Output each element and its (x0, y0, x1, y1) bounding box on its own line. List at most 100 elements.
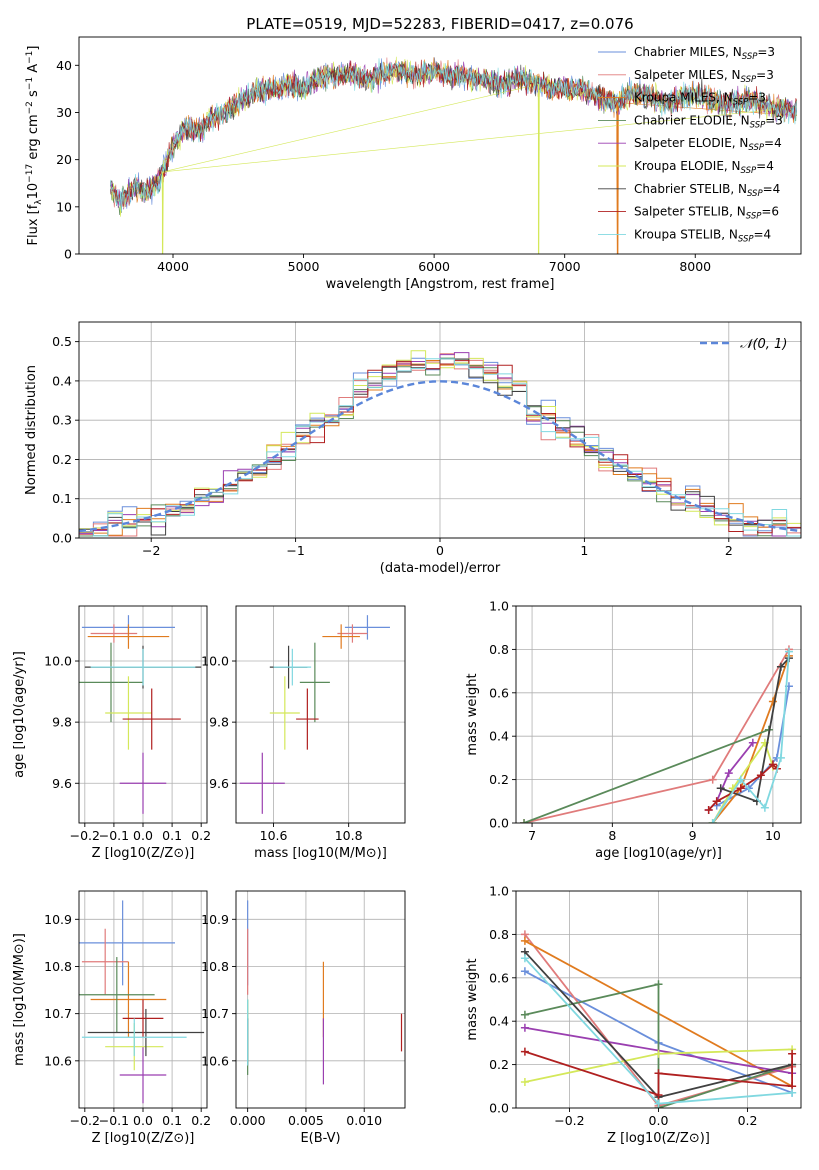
x-tick-label: 0.0 (649, 1113, 669, 1128)
legend-label-tail: =3 (748, 91, 766, 105)
axes-frame (235, 890, 406, 1109)
x-tick-label: 0.0 (133, 1113, 153, 1128)
y-tick-label: 40 (56, 58, 72, 73)
legend-label-sub: SSP (738, 234, 754, 244)
panel-residual_hist: −2 −1 0 1 2 0.0 0.1 0.2 0.3 0.4 0.5 𝒩(0, 1) (data-mo… (24, 321, 802, 576)
weight-marker-series-0 (520, 967, 529, 976)
weight-marker-series-8 (788, 1088, 797, 1097)
x-tick-label: 10.6 (260, 828, 288, 843)
legend-label-sub: SSP (746, 212, 762, 222)
plot-area (110, 56, 798, 254)
x-tick-label: 0.2 (191, 828, 211, 843)
weight-marker-series-5 (654, 1049, 663, 1058)
x-tick-label: 7 (528, 828, 536, 843)
legend-label-tail: =4 (763, 182, 781, 196)
y-tick-label: 10.9 (201, 912, 229, 927)
weight-marker-series-3 (654, 980, 663, 989)
weight-marker-series-8 (736, 775, 745, 784)
y-tick-label: 10.8 (201, 959, 229, 974)
legend-label: Kroupa ELODIE, NSSP=4 (634, 159, 774, 176)
panel-weight_vs_Z: −0.2 0.0 0.2 0.0 0.2 0.4 0.6 0.8 1.0 Z [log10(Z/Z… (465, 884, 802, 1146)
y-axis-label: age [log10(age/yr)] (12, 651, 27, 778)
y-tick-label: 0.3 (52, 413, 72, 428)
x-tick-label: 5000 (288, 259, 320, 274)
weight-marker-series-8 (654, 1099, 663, 1108)
legend-label-tail: =3 (765, 113, 783, 127)
x-tick-label: 10 (765, 828, 781, 843)
panel-age_vs_mass: 10.6 10.8 9.6 9.8 10.0 mass [log10(M/M⊙)] (201, 605, 406, 861)
x-axis-label: wavelength [Angstrom, rest frame] (326, 277, 555, 292)
y-axis-label: mass [log10(M/M⊙)] (12, 933, 27, 1066)
weight-marker-series-5 (520, 1077, 529, 1086)
weight-marker-series-1 (708, 775, 717, 784)
x-tick-label: −0.2 (70, 1113, 100, 1128)
y-tick-label: 0.4 (489, 1014, 509, 1029)
legend-label: 𝒩(0, 1) (740, 337, 787, 352)
weight-marker-series-8 (520, 954, 529, 963)
legend-label-sub: SSP (741, 75, 757, 85)
y-tick-label: 10.0 (44, 654, 72, 669)
legend-label-sub: SSP (741, 166, 757, 176)
weight-marker-series-7 (736, 784, 745, 793)
x-tick-label: 8 (608, 828, 616, 843)
weight-line-series-5 (711, 740, 774, 823)
legend-label-base: Kroupa MILES, N (634, 91, 733, 105)
y-tick-label: 0.2 (489, 1057, 509, 1072)
y-tick-label: 1.0 (489, 884, 509, 899)
plot-area (79, 350, 801, 538)
x-tick-label: −0.2 (70, 828, 100, 843)
legend-label-base: Salpeter STELIB, N (634, 205, 746, 219)
y-axis-label-part: Flux [f (26, 204, 41, 245)
x-axis-label: (data-model)/error (380, 561, 501, 576)
panel-age_vs_Z: −0.2−0.1 0.0 0.1 0.2 9.6 9.8 10.0 Z [log10(Z/Z⊙… (12, 605, 211, 861)
x-axis-label: E(B-V) (300, 1131, 340, 1146)
weight-marker-series-8 (760, 803, 769, 812)
legend-label-tail: =3 (757, 45, 775, 59)
plot-area (79, 615, 202, 814)
weight-marker-series-4 (520, 1023, 529, 1032)
legend-label: Salpeter MILES, NSSP=3 (634, 68, 774, 85)
x-axis-label: Z [log10(Z/Z⊙)] (92, 1131, 195, 1146)
y-tick-label: 0.5 (52, 334, 72, 349)
legend-label-sub: SSP (747, 189, 763, 199)
spectrum-series-8 (110, 58, 797, 212)
y-tick-label: 0.2 (52, 452, 72, 467)
x-tick-label: 0.0 (133, 828, 153, 843)
y-tick-label: 0.0 (489, 816, 509, 831)
legend-label-base: Chabrier MILES, N (634, 45, 742, 59)
y-tick-label: 0.8 (489, 642, 509, 657)
x-tick-label: 1 (580, 543, 588, 558)
y-tick-label: 10.8 (44, 959, 72, 974)
x-tick-label: −0.2 (554, 1113, 584, 1128)
legend-label-base: Salpeter ELODIE, N (634, 136, 748, 150)
histogram-series-8 (79, 358, 801, 538)
y-axis-label-part: −1 (25, 51, 35, 64)
y-axis-label-part: s (26, 90, 41, 101)
x-axis-label: Z [log10(Z/Z⊙)] (92, 846, 195, 861)
y-tick-label: 10.7 (201, 1006, 229, 1021)
x-tick-label: 9 (689, 828, 697, 843)
weight-marker-series-7 (520, 1047, 529, 1056)
x-tick-label: 4000 (157, 259, 189, 274)
axes-frame (235, 605, 406, 824)
weight-marker-series-8 (708, 819, 717, 823)
legend-label-tail: =4 (756, 159, 774, 173)
plot-area (239, 615, 390, 814)
legend-label-base: Chabrier STELIB, N (634, 182, 747, 196)
legend-label-sub: SSP (733, 98, 749, 108)
legend-label-base: Kroupa ELODIE, N (634, 159, 741, 173)
legend-label: Chabrier STELIB, NSSP=4 (634, 182, 780, 199)
legend-label: Kroupa MILES, NSSP=3 (634, 91, 766, 108)
x-tick-label: 0.000 (230, 1113, 266, 1128)
x-tick-label: 6000 (418, 259, 450, 274)
legend-label-sub: SSP (748, 143, 764, 153)
y-tick-label: 0.2 (489, 772, 509, 787)
plot-area (247, 900, 403, 1085)
x-tick-label: 0.005 (288, 1113, 324, 1128)
spectrum-series-6 (110, 62, 797, 206)
weight-marker-series-7 (788, 1049, 797, 1058)
x-tick-label: 0.1 (162, 1113, 182, 1128)
weight-marker-series-2 (520, 936, 529, 945)
x-tick-label: 0.010 (346, 1113, 382, 1128)
